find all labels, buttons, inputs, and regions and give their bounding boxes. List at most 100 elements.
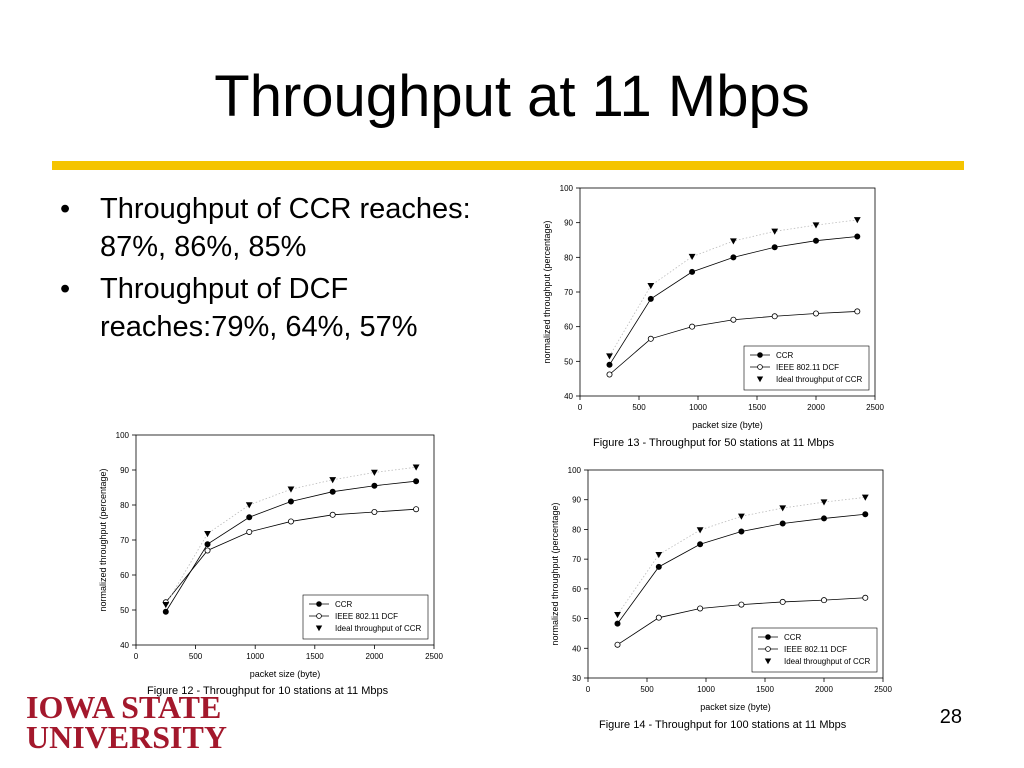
legend-label: CCR — [335, 600, 353, 609]
data-point — [812, 237, 819, 244]
data-point — [771, 244, 778, 251]
x-axis-label: packet size (byte) — [700, 702, 771, 712]
x-tick-label: 2000 — [815, 685, 833, 694]
data-point — [614, 641, 621, 648]
data-point — [614, 620, 621, 627]
slide-title: Throughput at 11 Mbps — [214, 64, 810, 129]
legend-label: IEEE 802.11 DCF — [335, 612, 398, 621]
x-tick-label: 2500 — [866, 403, 884, 412]
plot-area — [587, 469, 884, 679]
y-tick-label: 50 — [564, 357, 573, 366]
caption-figure-14: Figure 14 - Throughput for 100 stations … — [599, 719, 847, 731]
legend-marker — [757, 352, 763, 358]
data-point — [689, 323, 696, 330]
data-point — [647, 335, 654, 342]
data-point — [738, 601, 745, 608]
data-point — [413, 506, 420, 513]
y-tick-label: 50 — [572, 615, 581, 624]
x-tick-label: 2500 — [425, 652, 443, 661]
y-tick-label: 60 — [564, 323, 573, 332]
legend-label: IEEE 802.11 DCF — [776, 363, 839, 372]
data-point — [862, 511, 869, 518]
y-tick-label: 50 — [120, 606, 129, 615]
data-point — [287, 498, 294, 505]
x-tick-label: 1000 — [689, 403, 707, 412]
data-point — [820, 499, 828, 506]
data-point — [779, 505, 787, 512]
data-point — [854, 233, 861, 240]
x-tick-label: 1500 — [748, 403, 766, 412]
x-tick-label: 0 — [578, 403, 583, 412]
data-point — [812, 310, 819, 317]
series-2 — [606, 217, 861, 360]
legend-label: CCR — [776, 351, 794, 360]
legend-box — [751, 627, 878, 673]
series-0 — [162, 478, 420, 615]
y-tick-label: 80 — [120, 501, 129, 510]
caption-figure-13: Figure 13 - Throughput for 50 stations a… — [593, 437, 835, 449]
logo-line-1: IOWA STATE — [26, 689, 222, 725]
series-1 — [614, 594, 869, 648]
x-tick-label: 2000 — [366, 652, 384, 661]
y-axis-label: normalized throughput (percentage) — [98, 468, 108, 611]
title-underline — [52, 161, 964, 170]
university-logo: IOWA STATE UNIVERSITY — [26, 689, 227, 755]
data-point — [738, 528, 745, 535]
data-point — [329, 477, 337, 484]
series-2 — [162, 464, 420, 609]
data-point — [606, 353, 613, 360]
bullet-dcf: Throughput of DCF reaches:79%, 64%, 57% — [56, 270, 516, 346]
x-tick-label: 1500 — [306, 652, 324, 661]
y-tick-label: 100 — [116, 431, 130, 440]
data-point — [413, 478, 420, 485]
data-point — [655, 551, 663, 559]
x-tick-label: 1000 — [697, 685, 715, 694]
y-tick-label: 60 — [572, 585, 581, 594]
data-point — [246, 528, 253, 535]
legend-label: Ideal throughput of CCR — [335, 624, 421, 633]
y-tick-label: 90 — [120, 466, 129, 475]
y-tick-label: 90 — [564, 219, 573, 228]
data-point — [697, 605, 704, 612]
legend-box — [302, 594, 429, 640]
data-point — [730, 238, 737, 245]
y-tick-label: 70 — [564, 288, 573, 297]
data-point — [730, 316, 737, 323]
data-point — [738, 513, 745, 520]
y-axis-label: normalized throughput (percentage) — [542, 220, 552, 363]
series-1 — [606, 308, 861, 378]
x-tick-label: 1000 — [246, 652, 264, 661]
data-point — [647, 283, 655, 290]
data-point — [371, 509, 378, 516]
x-axis-label: packet size (byte) — [250, 669, 321, 679]
data-point — [329, 511, 336, 518]
bullet-list: Throughput of CCR reaches: 87%, 86%, 85%… — [56, 190, 516, 350]
data-point — [655, 563, 662, 570]
x-tick-label: 2000 — [807, 403, 825, 412]
y-tick-label: 40 — [120, 641, 129, 650]
data-point — [696, 527, 704, 534]
caption-figure-12: Figure 12 - Throughput for 10 stations a… — [147, 685, 389, 697]
y-tick-label: 40 — [572, 644, 581, 653]
legend: CCR IEEE 802.11 DCF Ideal throughput of CC… — [743, 345, 870, 391]
x-tick-label: 0 — [586, 685, 591, 694]
legend-marker — [765, 646, 771, 652]
legend: CCR IEEE 802.11 DCF Ideal throughput of CC… — [302, 594, 429, 640]
logo-line-2: UNIVERSITY — [26, 719, 227, 755]
y-tick-label: 70 — [120, 536, 129, 545]
y-tick-label: 40 — [564, 392, 573, 401]
y-tick-label: 70 — [572, 555, 581, 564]
data-point — [371, 469, 378, 476]
data-point — [854, 308, 861, 315]
bullet-ccr: Throughput of CCR reaches: 87%, 86%, 85% — [56, 190, 516, 266]
data-point — [820, 515, 827, 522]
data-point — [204, 530, 211, 538]
data-point — [771, 313, 778, 320]
series-0 — [606, 233, 861, 368]
legend-label: CCR — [784, 633, 802, 642]
data-point — [204, 547, 211, 554]
y-tick-label: 90 — [572, 496, 581, 505]
